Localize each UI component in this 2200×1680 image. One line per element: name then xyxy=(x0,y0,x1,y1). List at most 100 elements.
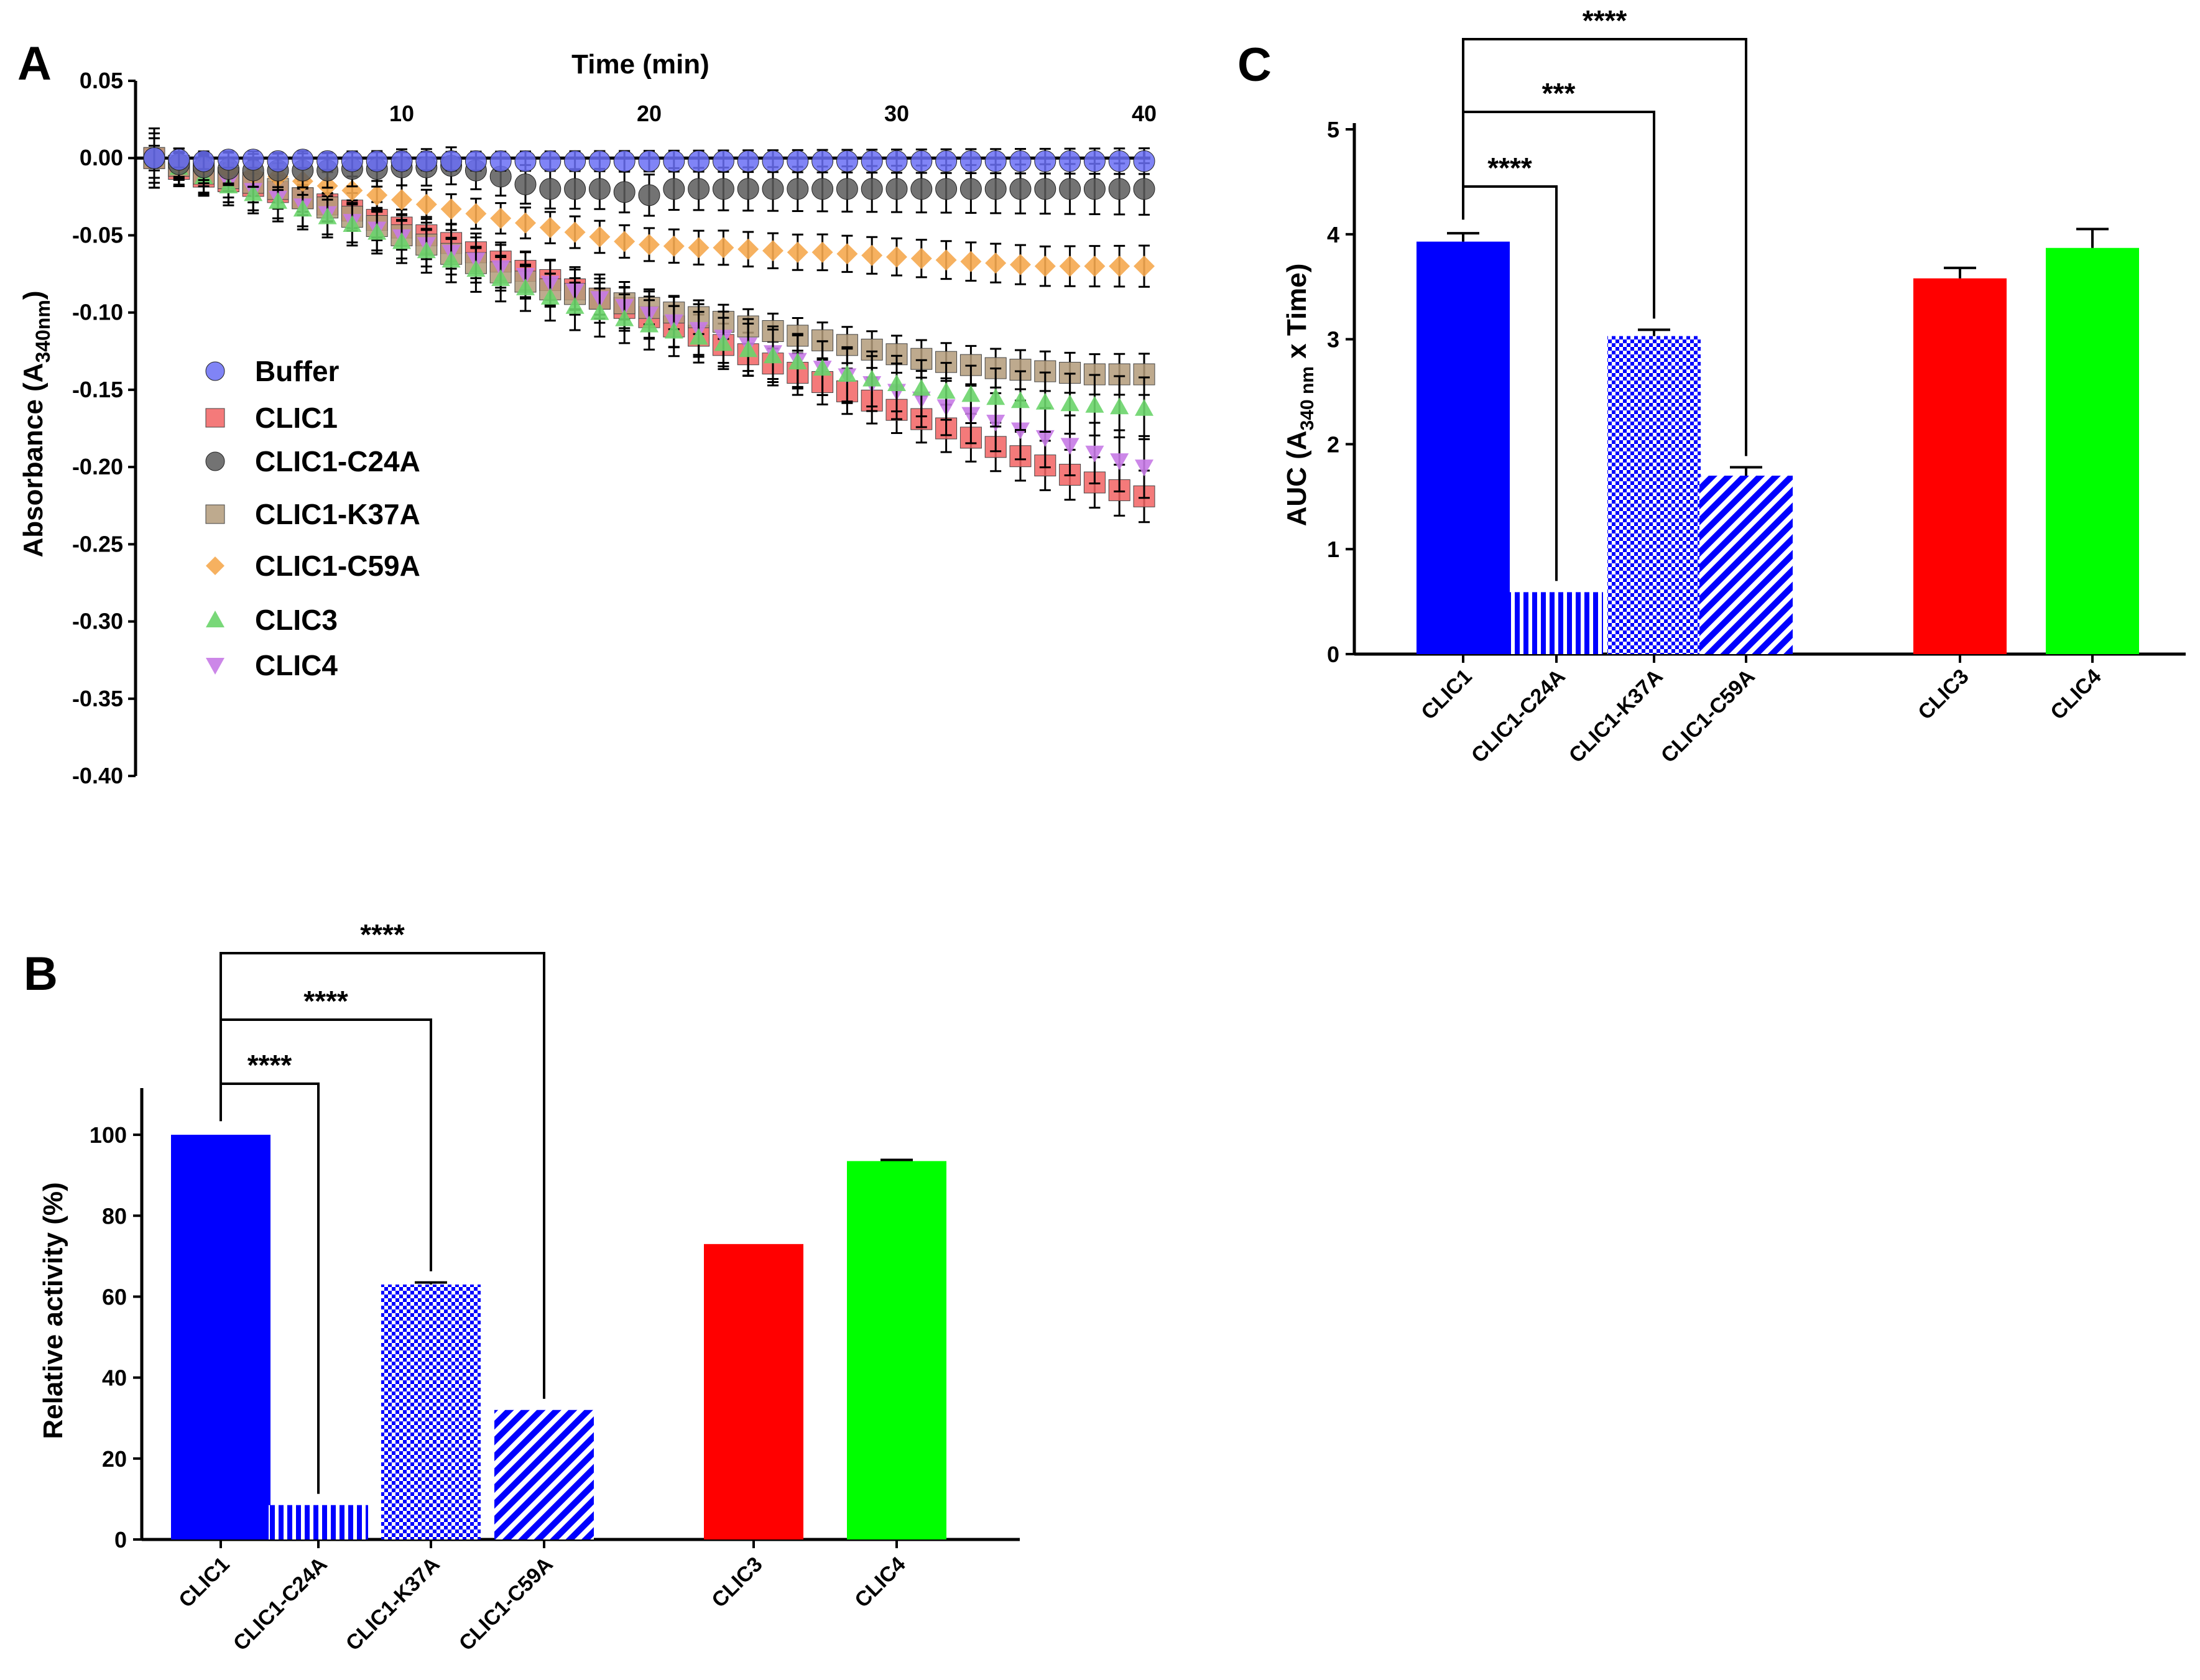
panel-c-bar-chart: 0 1 2 3 4 5 CLIC1CLIC1-C24ACLIC1-K37ACLIC1-C59… xyxy=(1282,4,2186,768)
panel-a-letter: A xyxy=(17,37,52,90)
panel-a-point xyxy=(813,359,832,376)
panel-a-point xyxy=(341,150,363,172)
panel-a-point xyxy=(317,150,339,172)
panel-b-y-tick-label: 40 xyxy=(102,1365,127,1391)
panel-a-point xyxy=(589,226,611,247)
panel-a-point xyxy=(664,321,683,339)
panel-a-point xyxy=(415,193,437,215)
panel-b-bar xyxy=(704,1244,803,1539)
panel-a-point xyxy=(836,150,858,172)
panel-c-significance-bracket xyxy=(1462,38,1747,456)
panel-b-y-tick-label: 20 xyxy=(102,1446,127,1472)
panel-a-point xyxy=(440,198,462,220)
panel-a-point xyxy=(737,178,759,200)
panel-a-y-tick-label: -0.20 xyxy=(72,454,123,479)
panel-a-legend-label: CLIC1-K37A xyxy=(255,498,420,530)
panel-a-point xyxy=(539,217,561,239)
panel-a-point xyxy=(1034,178,1056,200)
panel-a-point xyxy=(565,297,585,314)
panel-a-legend-label: CLIC1-C24A xyxy=(255,445,420,478)
panel-a-x-axis-title: Time (min) xyxy=(571,49,709,80)
panel-a-point xyxy=(515,212,536,234)
panel-b-significance-label: **** xyxy=(360,918,405,951)
panel-a-point xyxy=(1059,150,1081,172)
panel-a-point xyxy=(861,150,883,172)
panel-c-category-label: CLIC1 xyxy=(1417,665,1476,724)
panel-a-point xyxy=(489,150,512,172)
panel-b-category-label: CLIC1-C59A xyxy=(455,1553,558,1656)
panel-a-point xyxy=(613,181,636,203)
panel-a-point xyxy=(1084,256,1106,277)
panel-a-point xyxy=(367,223,387,240)
panel-a-point xyxy=(440,150,463,172)
panel-a-point xyxy=(712,178,734,200)
panel-a-legend-marker xyxy=(205,361,225,381)
panel-a-point xyxy=(836,178,858,200)
panel-a-point xyxy=(712,150,734,172)
panel-a-point xyxy=(762,240,783,262)
panel-a-point xyxy=(787,178,809,200)
panel-a-point xyxy=(564,221,586,243)
panel-c-category-label: CLIC3 xyxy=(1913,665,1973,724)
panel-a-point xyxy=(764,346,782,364)
panel-c-bar xyxy=(1913,278,2007,654)
panel-a-point xyxy=(688,237,709,259)
panel-a-point xyxy=(514,173,537,195)
panel-b-significance-label: **** xyxy=(247,1049,292,1081)
panel-a-point xyxy=(935,178,958,200)
panel-a-legend-marker xyxy=(206,611,224,627)
panel-b-letter: B xyxy=(24,948,58,1000)
panel-a-x-tick-label: 10 xyxy=(389,101,414,126)
panel-b-y-tick-label: 60 xyxy=(102,1284,127,1309)
panel-a-point xyxy=(292,149,314,171)
panel-b-y-tick-label: 100 xyxy=(90,1122,127,1148)
panel-a-legend-marker xyxy=(205,451,225,471)
panel-c-y-tick-label: 5 xyxy=(1327,117,1339,142)
panel-c-category-label: CLIC1-C59A xyxy=(1657,665,1760,768)
panel-b-y-axis-title: Relative activity (%) xyxy=(38,1182,68,1439)
panel-a-point xyxy=(714,334,733,351)
panel-a-point xyxy=(960,251,982,272)
panel-a-point xyxy=(985,252,1007,274)
panel-a-point xyxy=(417,241,436,259)
panel-a-point xyxy=(1034,150,1056,172)
panel-a-point xyxy=(1085,395,1104,413)
panel-a-point xyxy=(244,184,263,201)
panel-a-legend-label: Buffer xyxy=(255,355,340,387)
panel-b-bar xyxy=(847,1161,946,1539)
panel-c-y-tick-label: 1 xyxy=(1327,537,1339,562)
panel-b-category-label: CLIC1-C24A xyxy=(229,1553,332,1656)
panel-a-point xyxy=(1059,256,1081,277)
panel-a-y-tick-label: -0.15 xyxy=(72,377,123,402)
panel-a-y-tick-label: 0.05 xyxy=(80,68,123,93)
panel-a-point xyxy=(688,178,710,200)
panel-a-point xyxy=(391,189,412,211)
panel-a-point xyxy=(441,251,461,268)
panel-a-point xyxy=(689,328,708,345)
panel-a-point xyxy=(242,149,264,171)
panel-b-bar xyxy=(269,1505,368,1539)
panel-a-point xyxy=(1060,438,1079,455)
panel-a-point xyxy=(217,149,239,171)
panel-a-point xyxy=(910,150,933,172)
panel-c-y-tick-label: 4 xyxy=(1327,222,1339,247)
panel-c-y-tick-label: 2 xyxy=(1327,432,1339,457)
panel-c-y-axis-title: AUC (A340 nm x Time) xyxy=(1282,264,1318,527)
panel-a-y-tick-label: -0.05 xyxy=(72,222,123,247)
panel-a-point xyxy=(961,385,981,402)
panel-a-point xyxy=(366,184,388,206)
panel-a-point xyxy=(1133,150,1155,172)
panel-a-point xyxy=(836,243,858,265)
panel-a-y-axis-title: Absorbance (A340nm) xyxy=(18,291,54,558)
panel-a-legend-label: CLIC3 xyxy=(255,604,338,636)
panel-a-point xyxy=(1083,178,1106,200)
panel-a-y-tick-label: -0.40 xyxy=(72,763,123,788)
panel-a-y-tick-label: 0.00 xyxy=(80,145,123,170)
panel-a-point xyxy=(861,244,883,266)
panel-a-point xyxy=(935,249,957,271)
panel-a-point xyxy=(811,241,833,263)
panel-a-point xyxy=(318,207,337,224)
panel-a-y-tick-label: -0.25 xyxy=(72,531,123,556)
panel-a-legend-marker xyxy=(205,504,225,524)
panel-a-point xyxy=(1110,453,1129,471)
